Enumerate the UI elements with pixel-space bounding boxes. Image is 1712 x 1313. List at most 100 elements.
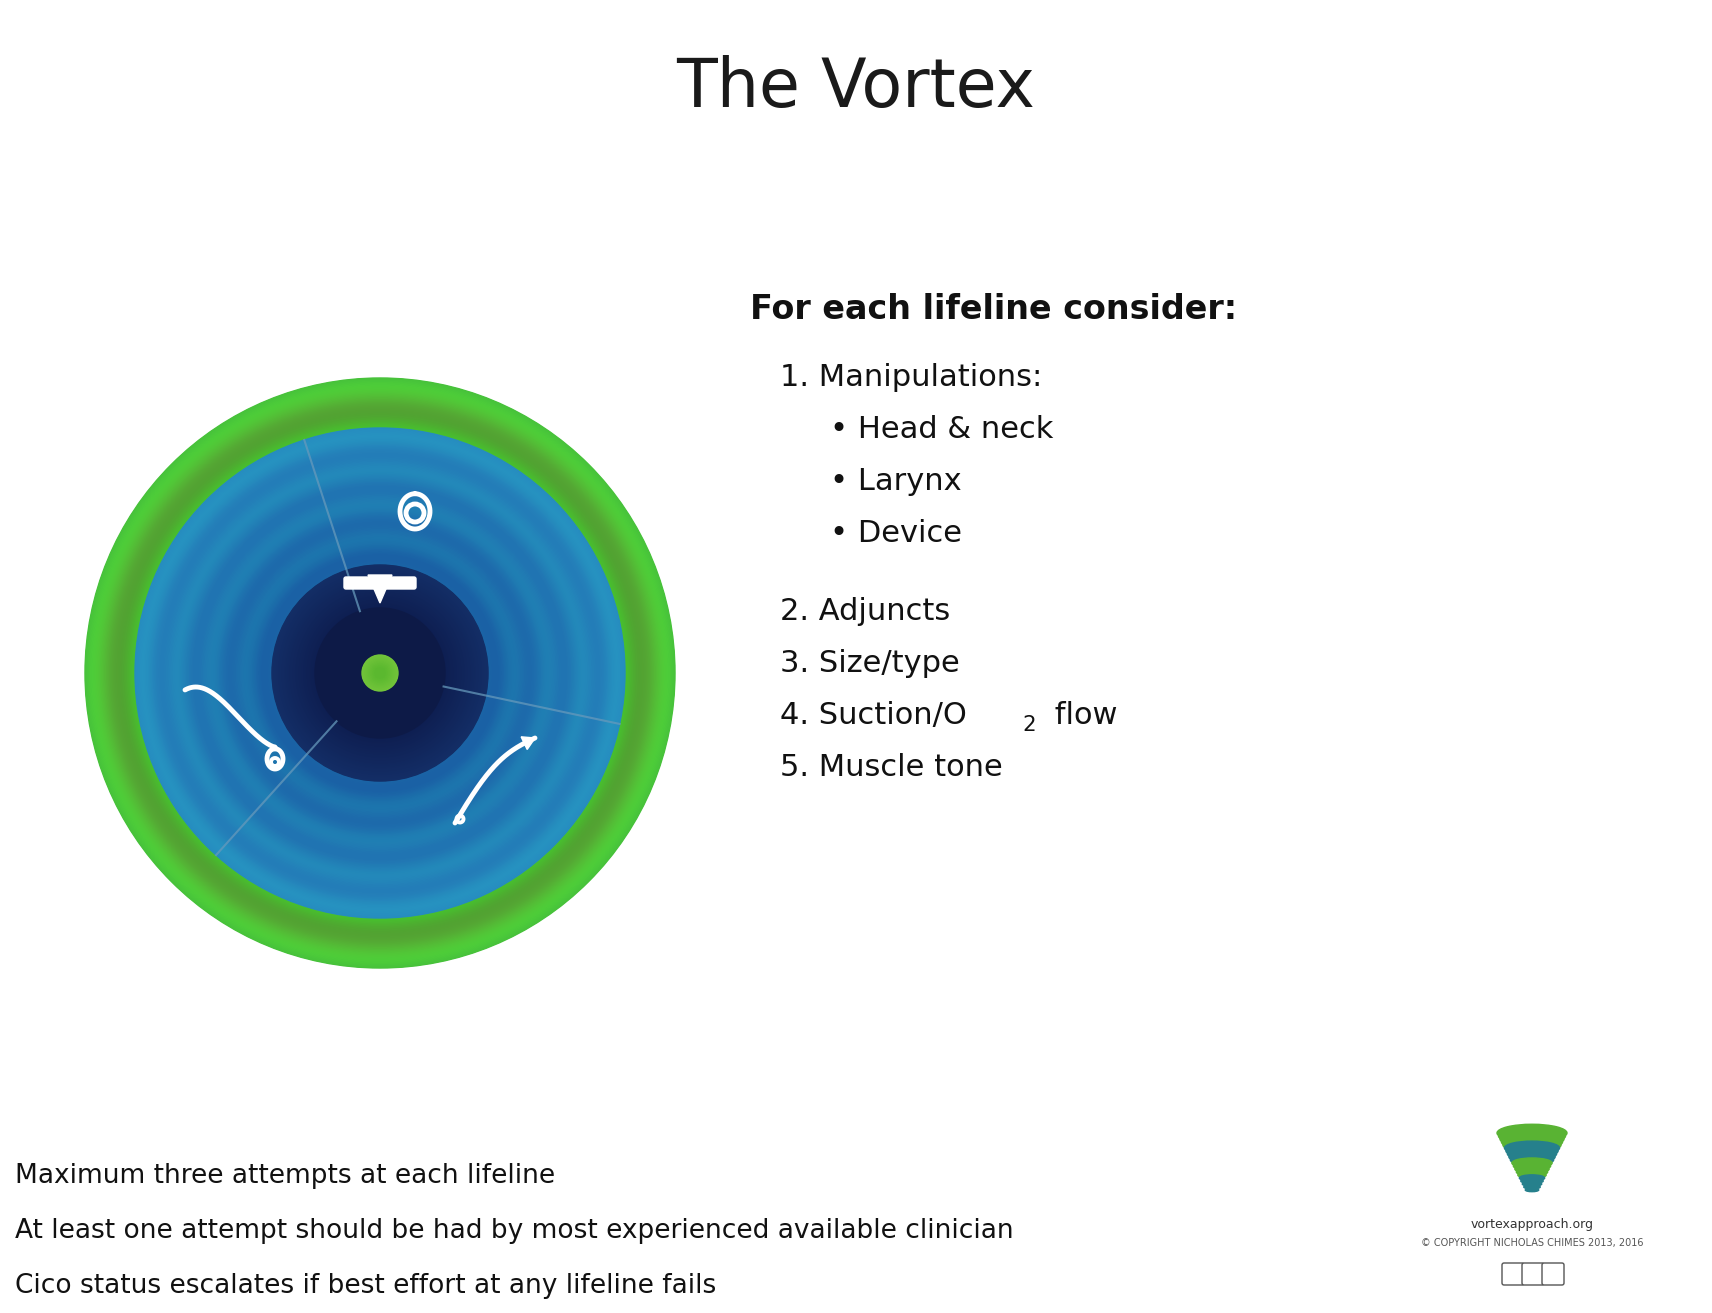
Circle shape xyxy=(116,408,644,937)
Text: 4. Suction/O: 4. Suction/O xyxy=(781,701,967,730)
Circle shape xyxy=(86,378,675,968)
Circle shape xyxy=(103,395,657,951)
Ellipse shape xyxy=(1508,1152,1554,1163)
Ellipse shape xyxy=(1520,1178,1543,1184)
Circle shape xyxy=(301,593,459,752)
Circle shape xyxy=(110,403,651,943)
Circle shape xyxy=(92,385,668,961)
Circle shape xyxy=(305,597,455,748)
Text: 1. Manipulations:: 1. Manipulations: xyxy=(781,362,1043,393)
Circle shape xyxy=(298,591,462,755)
Circle shape xyxy=(296,590,464,756)
Circle shape xyxy=(245,537,515,809)
FancyBboxPatch shape xyxy=(382,576,416,590)
Circle shape xyxy=(291,584,469,762)
Circle shape xyxy=(308,601,452,744)
Circle shape xyxy=(86,379,675,966)
Circle shape xyxy=(363,656,397,689)
Circle shape xyxy=(161,454,599,892)
Circle shape xyxy=(134,427,627,919)
Ellipse shape xyxy=(1500,1130,1565,1148)
Circle shape xyxy=(217,511,543,836)
Ellipse shape xyxy=(1513,1161,1551,1171)
Circle shape xyxy=(108,400,652,945)
Circle shape xyxy=(366,660,394,685)
Circle shape xyxy=(101,394,659,952)
Circle shape xyxy=(315,608,445,738)
Circle shape xyxy=(92,386,668,960)
Text: flow: flow xyxy=(1044,701,1118,730)
Circle shape xyxy=(91,385,669,961)
Circle shape xyxy=(111,404,649,941)
Text: Maximum three attempts at each lifeline: Maximum three attempts at each lifeline xyxy=(15,1163,555,1190)
FancyBboxPatch shape xyxy=(1501,1263,1524,1285)
Circle shape xyxy=(123,416,637,930)
Circle shape xyxy=(240,532,520,814)
Ellipse shape xyxy=(1510,1154,1553,1166)
Circle shape xyxy=(115,407,645,939)
Circle shape xyxy=(247,541,512,806)
Circle shape xyxy=(303,596,457,750)
Ellipse shape xyxy=(1522,1182,1543,1187)
Circle shape xyxy=(180,473,580,873)
Circle shape xyxy=(303,596,457,750)
Circle shape xyxy=(132,425,628,920)
Circle shape xyxy=(125,418,635,928)
Circle shape xyxy=(233,527,526,819)
Text: For each lifeline consider:: For each lifeline consider: xyxy=(750,293,1238,326)
Circle shape xyxy=(294,588,466,758)
Circle shape xyxy=(123,415,637,931)
Circle shape xyxy=(110,402,651,944)
Circle shape xyxy=(147,440,613,906)
Circle shape xyxy=(185,479,574,868)
Circle shape xyxy=(106,399,654,947)
Circle shape xyxy=(255,549,505,797)
Circle shape xyxy=(96,389,664,957)
Circle shape xyxy=(101,394,659,952)
Circle shape xyxy=(197,490,563,856)
Circle shape xyxy=(300,593,461,754)
Circle shape xyxy=(223,516,538,830)
Circle shape xyxy=(260,554,498,792)
FancyBboxPatch shape xyxy=(1543,1263,1565,1285)
Circle shape xyxy=(284,578,476,768)
Circle shape xyxy=(284,578,476,768)
Circle shape xyxy=(286,579,474,767)
Circle shape xyxy=(229,523,531,823)
Circle shape xyxy=(205,499,553,847)
Ellipse shape xyxy=(1515,1165,1549,1174)
Text: • Device: • Device xyxy=(830,519,962,548)
Circle shape xyxy=(282,575,478,771)
Circle shape xyxy=(365,658,395,688)
Circle shape xyxy=(313,607,447,739)
Circle shape xyxy=(224,517,536,829)
Circle shape xyxy=(103,397,657,949)
Circle shape xyxy=(89,382,671,964)
Circle shape xyxy=(98,390,663,956)
Circle shape xyxy=(250,544,510,804)
Circle shape xyxy=(300,592,461,754)
Circle shape xyxy=(276,570,484,777)
Circle shape xyxy=(293,587,466,759)
Ellipse shape xyxy=(1517,1169,1548,1176)
Circle shape xyxy=(305,599,455,747)
Circle shape xyxy=(260,553,500,793)
Circle shape xyxy=(306,600,454,746)
Circle shape xyxy=(175,467,586,878)
Circle shape xyxy=(310,604,449,742)
Circle shape xyxy=(286,579,474,768)
Circle shape xyxy=(149,441,611,905)
Circle shape xyxy=(171,463,589,882)
Text: Cico status escalates if best effort at any lifeline fails: Cico status escalates if best effort at … xyxy=(15,1274,716,1299)
Circle shape xyxy=(92,386,668,961)
Circle shape xyxy=(312,604,449,742)
Circle shape xyxy=(281,572,479,773)
Circle shape xyxy=(204,496,556,850)
Circle shape xyxy=(104,398,656,948)
Text: © COPYRIGHT NICHOLAS CHIMES 2013, 2016: © COPYRIGHT NICHOLAS CHIMES 2013, 2016 xyxy=(1421,1238,1644,1247)
Circle shape xyxy=(168,461,592,885)
Circle shape xyxy=(368,662,392,684)
Circle shape xyxy=(281,574,479,772)
Circle shape xyxy=(272,566,488,780)
Circle shape xyxy=(199,492,560,853)
